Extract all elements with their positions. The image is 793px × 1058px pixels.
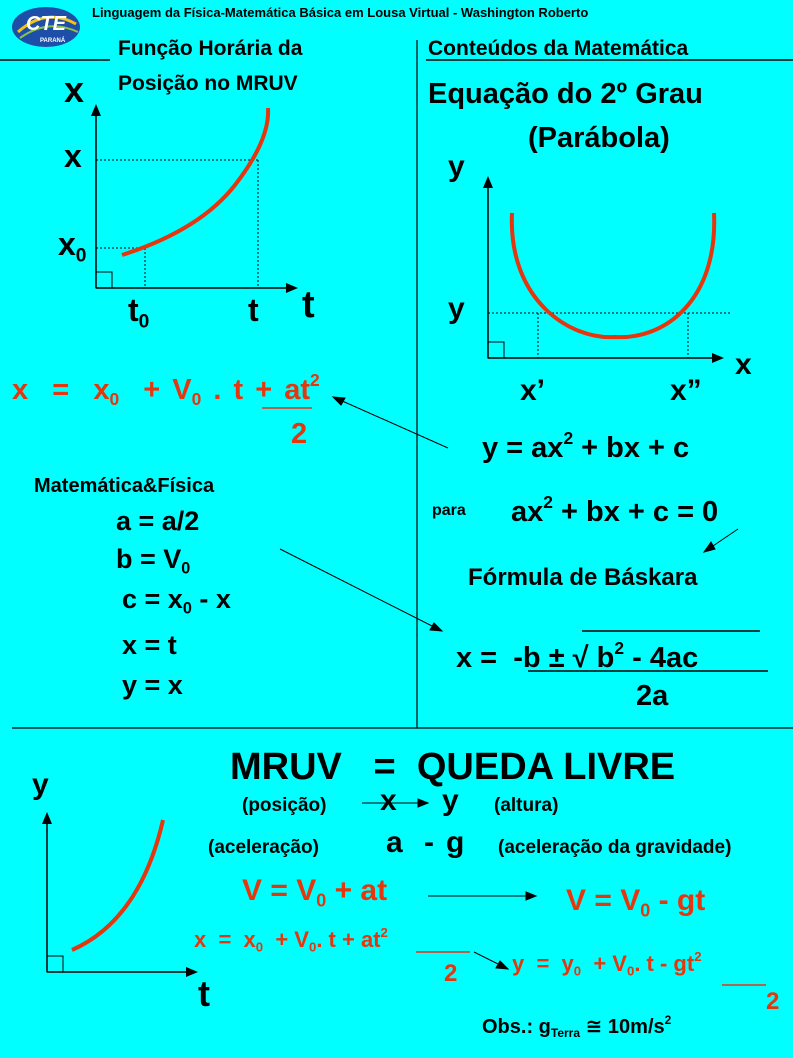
left-t0-mark: t0	[128, 292, 150, 333]
mapping-x: x = t	[122, 630, 177, 660]
mruv-position-denominator: 2	[291, 418, 308, 450]
baskara-denominator: 2a	[636, 680, 669, 712]
mapping-b: b = V0	[116, 544, 191, 578]
logo-subtext: PARANÁ	[40, 38, 66, 44]
left-t-mark: t	[248, 292, 259, 328]
pos-x: x	[380, 784, 397, 817]
aceleracao-label: (aceleração)	[208, 837, 319, 858]
acc-a: a	[386, 826, 403, 859]
left-x0-mark: x0	[58, 226, 87, 267]
connector-arrows	[279, 396, 739, 970]
logo-text: CTE	[26, 13, 66, 35]
acc-dash: -	[424, 826, 434, 859]
free-fall-curve	[71, 819, 165, 952]
velocity-equation: V = V0 + at	[242, 874, 388, 911]
mruv-position-equation: x = x0 + V0 . t + at2	[12, 370, 320, 410]
free-fall-denominator: 2	[766, 988, 780, 1015]
mapping-title: Matemática&Física	[34, 475, 215, 497]
mapping-y: y = x	[122, 670, 183, 700]
free-fall-velocity-equation: V = V0 - gt	[566, 884, 706, 921]
root1-mark: x’	[520, 374, 546, 407]
mruv-position-equation-bottom: x = x0 + V0. t + at2	[194, 925, 388, 955]
baskara-formula: x = -b ± √ b2 - 4ac	[456, 638, 699, 675]
bottom-graph	[42, 812, 198, 977]
baskara-title: Fórmula de Báskara	[468, 564, 698, 591]
right-title: Conteúdos da Matemática	[428, 37, 689, 60]
mapping-c: c = x0 - x	[122, 584, 231, 618]
quadratic-function: y = ax2 + bx + c	[482, 428, 690, 465]
right-x-axis-label: x	[735, 348, 752, 381]
left-x-mark: x	[64, 138, 82, 174]
header-title: Linguagem da Física-Matemática Básica em…	[92, 5, 589, 20]
right-subtitle1: Equação do 2º Grau	[428, 78, 703, 110]
left-y-axis-label: x	[64, 69, 85, 110]
left-graph	[91, 104, 298, 293]
right-y-axis-label: y	[448, 150, 465, 183]
left-title-line2: Posição no MRUV	[118, 72, 298, 95]
cte-logo: CTE PARANÁ	[8, 2, 88, 52]
position-curve	[121, 107, 271, 257]
pos-y: y	[442, 784, 459, 817]
gravidade-label: (aceleração da gravidade)	[498, 837, 732, 858]
para-label: para	[432, 502, 466, 519]
bottom-title: MRUV = QUEDA LIVRE	[230, 746, 676, 788]
acc-g: g	[446, 826, 465, 859]
right-y-mark: y	[448, 292, 465, 325]
gravity-note: Obs.: gTerra ≅ 10m/s2	[482, 1013, 672, 1041]
quadratic-equation: ax2 + bx + c = 0	[511, 492, 719, 529]
mruv-bottom-denominator: 2	[444, 960, 458, 987]
altura-label: (altura)	[494, 795, 559, 816]
mapping-a: a = a/2	[116, 506, 200, 536]
bottom-y-axis-label: y	[32, 768, 49, 801]
left-title-line1: Função Horária da	[118, 37, 303, 60]
free-fall-position-equation: y = y0 + V0. t - gt2	[512, 949, 702, 979]
posicao-label: (posição)	[242, 795, 327, 816]
root2-mark: x”	[670, 374, 702, 407]
left-t-axis-label: t	[302, 284, 315, 326]
bottom-t-axis-label: t	[198, 973, 210, 1014]
parabola-curve	[509, 212, 717, 340]
right-subtitle2: (Parábola)	[528, 122, 670, 154]
right-graph	[483, 176, 730, 363]
